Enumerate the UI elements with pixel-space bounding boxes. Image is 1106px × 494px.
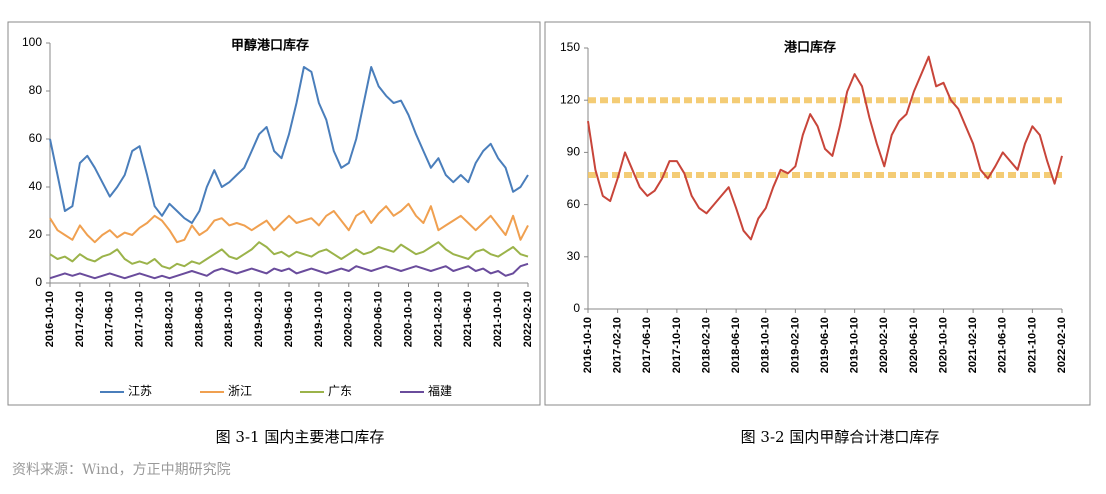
x-tick-label: 2018-02-10 — [700, 317, 712, 373]
y-tick-label: 60 — [567, 197, 581, 211]
y-tick-label: 100 — [22, 35, 42, 49]
chart-title: 港口库存 — [784, 39, 836, 54]
x-tick-label: 2017-10-10 — [671, 317, 683, 373]
x-tick-label: 2018-06-10 — [193, 291, 205, 347]
series-line — [49, 241, 529, 270]
x-tick-label: 2020-10-10 — [937, 317, 949, 373]
x-tick-label: 2019-02-10 — [253, 291, 265, 347]
x-tick-label: 2018-10-10 — [760, 317, 772, 373]
x-tick-label: 2019-06-10 — [283, 291, 295, 347]
x-tick-label: 2021-06-10 — [462, 291, 474, 347]
x-tick-label: 2018-06-10 — [730, 317, 742, 373]
x-tick-label: 2016-10-10 — [44, 291, 56, 347]
x-tick-label: 2020-06-10 — [373, 291, 385, 347]
series-line — [49, 66, 529, 224]
x-tick-label: 2022-02-10 — [522, 291, 534, 347]
x-tick-label: 2017-02-10 — [74, 291, 86, 347]
source-note: 资料来源：Wind，方正中期研究院 — [12, 462, 231, 478]
x-tick-label: 2019-10-10 — [313, 291, 325, 347]
x-tick-label: 2016-10-10 — [582, 317, 594, 373]
x-tick-label: 2022-02-10 — [1056, 317, 1068, 373]
x-tick-label: 2020-02-10 — [343, 291, 355, 347]
x-tick-label: 2017-06-10 — [104, 291, 116, 347]
y-tick-label: 40 — [29, 179, 43, 193]
x-tick-label: 2019-02-10 — [789, 317, 801, 373]
legend-label: 广东 — [328, 384, 352, 398]
series-line — [49, 262, 529, 280]
y-tick-label: 120 — [560, 92, 580, 106]
legend-label: 福建 — [428, 383, 452, 398]
x-tick-label: 2021-10-10 — [492, 291, 504, 347]
caption: 图 3-1 国内主要港口库存 — [216, 428, 385, 446]
y-tick-label: 20 — [29, 227, 43, 241]
x-tick-label: 2018-10-10 — [223, 291, 235, 347]
series-line — [49, 202, 529, 244]
panel-frame — [7, 21, 541, 406]
y-tick-label: 0 — [35, 275, 42, 289]
x-tick-label: 2020-06-10 — [908, 317, 920, 373]
x-tick-label: 2019-10-10 — [849, 317, 861, 373]
y-tick-label: 150 — [560, 40, 580, 54]
y-tick-label: 80 — [29, 83, 43, 97]
panel-frame — [544, 21, 1091, 406]
y-tick-label: 90 — [567, 145, 581, 159]
x-tick-label: 2017-10-10 — [134, 291, 146, 347]
x-tick-label: 2018-02-10 — [163, 291, 175, 347]
legend-label: 江苏 — [128, 384, 152, 398]
y-tick-label: 0 — [573, 301, 580, 315]
legend-label: 浙江 — [228, 384, 252, 398]
x-tick-label: 2021-10-10 — [1026, 317, 1038, 373]
x-tick-label: 2017-02-10 — [612, 317, 624, 373]
x-tick-label: 2020-10-10 — [402, 291, 414, 347]
y-tick-label: 30 — [567, 249, 581, 263]
x-tick-label: 2017-06-10 — [641, 317, 653, 373]
x-tick-label: 2021-02-10 — [967, 317, 979, 373]
series-line — [587, 55, 1063, 241]
caption: 图 3-2 国内甲醇合计港口库存 — [741, 428, 940, 446]
x-tick-label: 2021-02-10 — [432, 291, 444, 347]
x-tick-label: 2019-06-10 — [819, 317, 831, 373]
chart-title: 甲醇港口库存 — [231, 37, 309, 52]
x-tick-label: 2021-06-10 — [997, 317, 1009, 373]
x-tick-label: 2020-02-10 — [878, 317, 890, 373]
y-tick-label: 60 — [29, 131, 43, 145]
